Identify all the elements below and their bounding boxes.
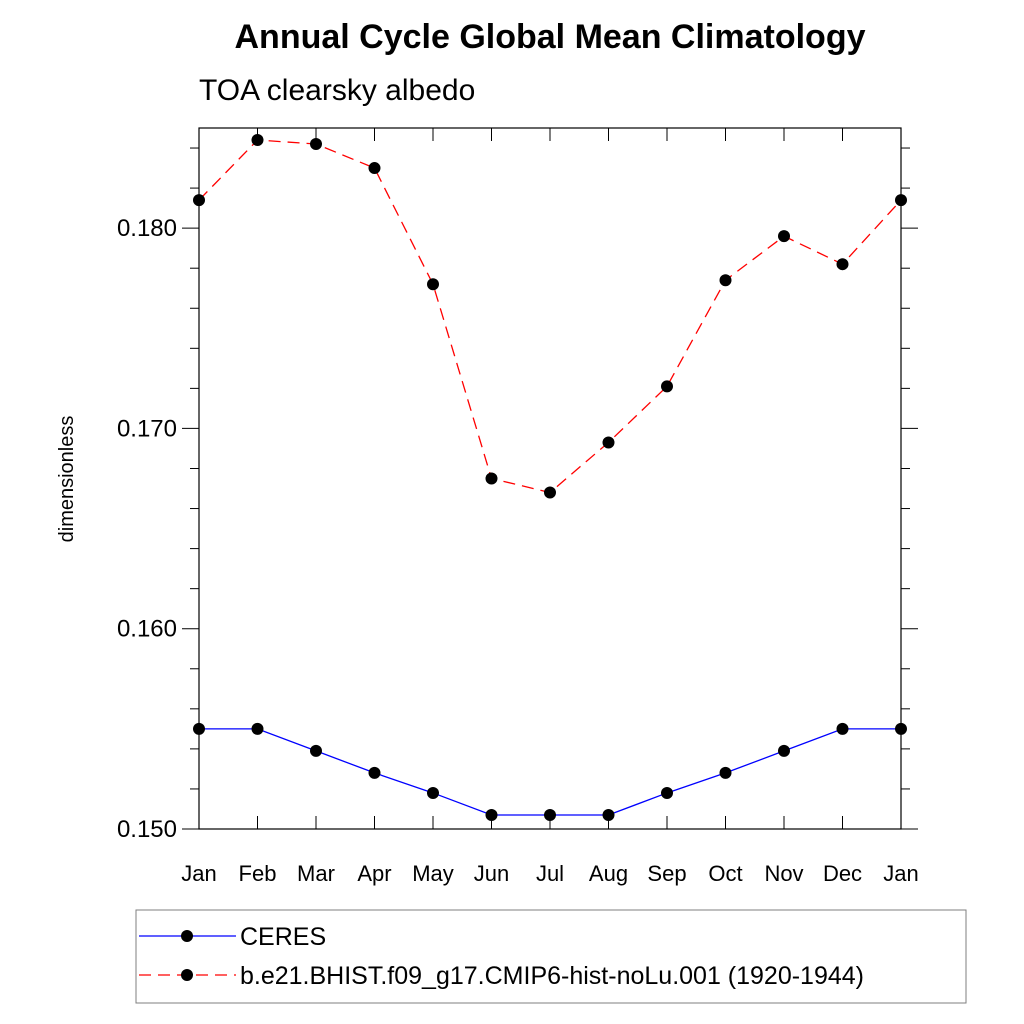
series-1-point: [719, 274, 732, 287]
series-1-point: [427, 278, 439, 291]
plot-area: 0.150 0.160 0.170 0.180 Jan Feb Mar Apr May Jun Ju…: [117, 127, 919, 886]
series-0-point: [719, 766, 732, 779]
series-0-point: [485, 808, 498, 821]
legend-entry-label: CERES: [240, 923, 326, 951]
x-tick-label: Aug: [589, 861, 628, 886]
series-1-point: [661, 380, 673, 393]
x-tick-label: Sep: [647, 861, 686, 886]
series-1-point: [485, 472, 498, 485]
legend-box: [135, 909, 967, 1004]
series-1-point: [368, 162, 381, 175]
x-tick-label: Nov: [764, 861, 803, 886]
plot-frame: [198, 127, 902, 830]
series-0-point: [544, 808, 556, 821]
x-tick-label: May: [412, 861, 454, 886]
series-0-point: [778, 744, 790, 757]
legend-swatch-marker-1: [181, 969, 193, 981]
x-tick-label: Apr: [357, 861, 391, 886]
series-0-point: [251, 722, 264, 735]
x-tick-label: Jan: [883, 861, 918, 886]
series-0-point: [310, 744, 322, 757]
series-0-point: [895, 722, 907, 735]
legend-entry-label: b.e21.BHIST.f09_g17.CMIP6-hist-noLu.001 …: [240, 962, 864, 990]
series-0-point: [661, 786, 673, 799]
series-1-point: [895, 194, 907, 207]
series-1-point: [836, 258, 849, 271]
series-1-point: [544, 486, 556, 499]
series-line-0: [199, 728, 901, 816]
series-0-point: [602, 808, 615, 821]
x-tick-label: Feb: [239, 861, 277, 886]
x-tick-label: Jun: [474, 861, 509, 886]
legend-swatch-marker-0: [181, 930, 193, 942]
y-tick-label: 0.180: [117, 215, 177, 242]
y-tick-label: 0.160: [117, 616, 177, 643]
x-tick-label: Oct: [708, 861, 742, 886]
series-1-point: [310, 138, 322, 151]
chart-subtitle: TOA clearsky albedo: [199, 74, 475, 107]
series-1-point: [193, 194, 205, 207]
chart-title: Annual Cycle Global Mean Climatology: [235, 18, 866, 56]
y-tick-label: 0.170: [117, 415, 177, 442]
y-tick-label: 0.150: [117, 816, 177, 843]
series-line-1: [198, 139, 902, 494]
series-1-point: [251, 134, 264, 147]
x-tick-label: Mar: [297, 861, 335, 886]
x-tick-label: Dec: [823, 861, 862, 886]
series-0-point: [193, 722, 205, 735]
series-0-point: [836, 722, 849, 735]
x-tick-label: Jan: [181, 861, 216, 886]
series-1-point: [602, 436, 615, 449]
series-1-point: [778, 230, 790, 243]
legend: CERES b.e21.BHIST.f09_g17.CMIP6-hist-noLu…: [135, 909, 967, 1004]
y-axis-label: dimensionless: [56, 416, 78, 543]
series-0-point: [368, 766, 381, 779]
series-0-point: [427, 786, 439, 799]
x-tick-label: Jul: [536, 861, 564, 886]
